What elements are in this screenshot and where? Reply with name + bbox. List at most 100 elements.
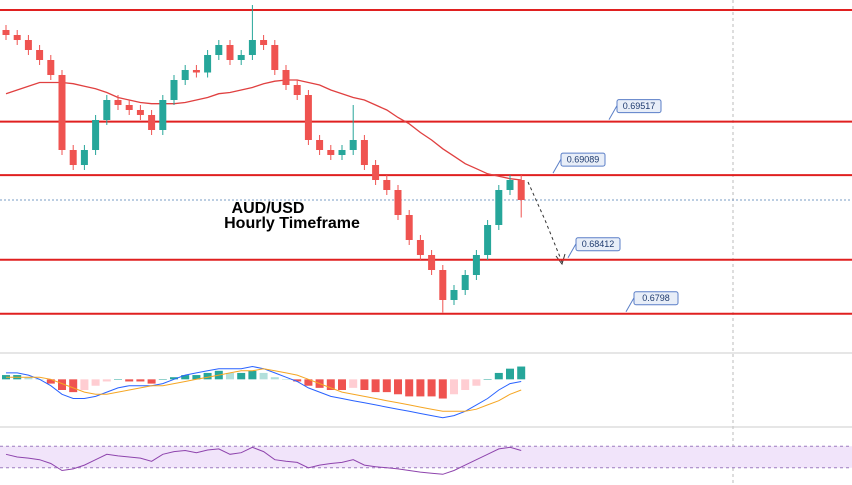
- candle-body: [215, 45, 223, 55]
- rsi-line: [5, 446, 522, 475]
- candle-body: [282, 70, 290, 85]
- macd-histogram-bar: [203, 372, 212, 380]
- macd-histogram-bar: [248, 370, 257, 380]
- candle-body: [271, 45, 279, 70]
- macd-histogram-bar: [125, 379, 134, 382]
- macd-histogram-bar: [427, 379, 436, 397]
- candle-body: [360, 140, 368, 165]
- macd-histogram-bar: [69, 379, 78, 393]
- level-label: 0.69089: [567, 155, 600, 165]
- candle-body: [394, 190, 402, 215]
- macd-histogram-bar: [416, 379, 425, 397]
- level-label: 0.68412: [582, 239, 615, 249]
- macd-histogram-bar: [80, 379, 89, 390]
- macd-histogram-bar: [91, 379, 100, 386]
- chart-subtitle: Hourly Timeframe: [224, 215, 360, 232]
- macd-histogram-bar: [304, 379, 313, 386]
- macd-histogram-bar: [158, 379, 167, 380]
- macd-histogram-bar: [46, 379, 55, 384]
- candle-body: [80, 150, 88, 165]
- macd-histogram-bar: [349, 379, 358, 388]
- macd-histogram-bar: [58, 379, 66, 390]
- candle-body: [461, 275, 469, 290]
- candle-body: [103, 100, 111, 120]
- macd-histogram-bar: [136, 379, 145, 382]
- label-pointer: [552, 158, 562, 174]
- macd-histogram-bar: [405, 379, 414, 397]
- candle-body: [327, 150, 335, 155]
- candle-body: [517, 180, 525, 200]
- label-pointer: [625, 297, 635, 312]
- level-label-box: [560, 152, 606, 167]
- macd-histogram-bar: [114, 379, 122, 380]
- macd-histogram-bar: [147, 379, 156, 384]
- candle-body: [450, 290, 458, 300]
- macd-histogram-bar: [382, 379, 391, 393]
- candle-body: [204, 55, 212, 73]
- candle-body: [416, 240, 424, 255]
- candle-body: [181, 70, 189, 80]
- macd-histogram-bar: [450, 379, 458, 395]
- level-label-box: [616, 99, 662, 114]
- macd-histogram-bar: [506, 368, 514, 380]
- macd-histogram-bar: [371, 379, 380, 393]
- level-label: 0.69517: [623, 101, 656, 111]
- candle-body: [226, 45, 234, 60]
- macd-histogram-bar: [192, 375, 201, 380]
- candle-body: [114, 100, 122, 105]
- macd-histogram-bar: [338, 379, 346, 390]
- projection-arrow: [527, 181, 563, 263]
- candle-body: [304, 95, 312, 140]
- moving-average: [5, 79, 522, 181]
- candle-body: [428, 255, 436, 270]
- chart-title: AUD/USD: [232, 200, 305, 217]
- candle-body: [148, 115, 156, 130]
- level-label-box: [575, 237, 621, 252]
- candle-body: [383, 180, 391, 190]
- candle-body: [372, 165, 380, 180]
- macd-histogram-bar: [517, 366, 526, 380]
- macd-histogram-bar: [282, 379, 290, 380]
- rsi-band: [0, 446, 852, 468]
- macd-histogram-bar: [461, 379, 470, 390]
- macd-histogram-bar: [472, 379, 481, 386]
- macd-histogram-bar: [259, 372, 268, 380]
- macd-histogram-bar: [181, 375, 190, 380]
- macd-histogram-bar: [170, 377, 178, 380]
- candle-body: [47, 60, 55, 75]
- candle-body: [36, 50, 44, 60]
- candle-body: [495, 190, 503, 225]
- candle-body: [58, 75, 66, 150]
- candle-body: [92, 120, 100, 150]
- candle-body: [170, 80, 178, 100]
- macd-histogram-bar: [494, 372, 503, 380]
- label-pointer: [567, 243, 577, 258]
- candle-body: [316, 140, 324, 150]
- candle-body: [24, 40, 32, 50]
- macd-histogram-bar: [24, 377, 33, 380]
- candle-body: [192, 70, 200, 73]
- candle-body: [159, 100, 167, 130]
- macd-histogram-bar: [293, 379, 302, 382]
- candle-body: [293, 85, 301, 95]
- candle-body: [405, 215, 413, 240]
- macd-histogram-bar: [270, 377, 279, 380]
- macd-histogram-bar: [226, 372, 234, 380]
- macd-histogram-bar: [102, 379, 111, 382]
- macd-histogram-bar: [394, 379, 402, 395]
- macd-histogram-bar: [438, 379, 447, 399]
- level-label-box: [633, 291, 679, 306]
- candle-body: [2, 30, 10, 35]
- candle-body: [349, 140, 357, 150]
- candle-body: [260, 40, 268, 45]
- candle-body: [484, 225, 492, 255]
- arrow-head: [555, 253, 566, 266]
- macd-histogram-bar: [360, 379, 369, 390]
- macd-histogram-bar: [483, 379, 492, 380]
- candle-body: [237, 55, 245, 60]
- candle-body: [136, 110, 144, 115]
- level-label: 0.6798: [642, 293, 670, 303]
- candle-body: [125, 105, 133, 110]
- candle-body: [69, 150, 77, 165]
